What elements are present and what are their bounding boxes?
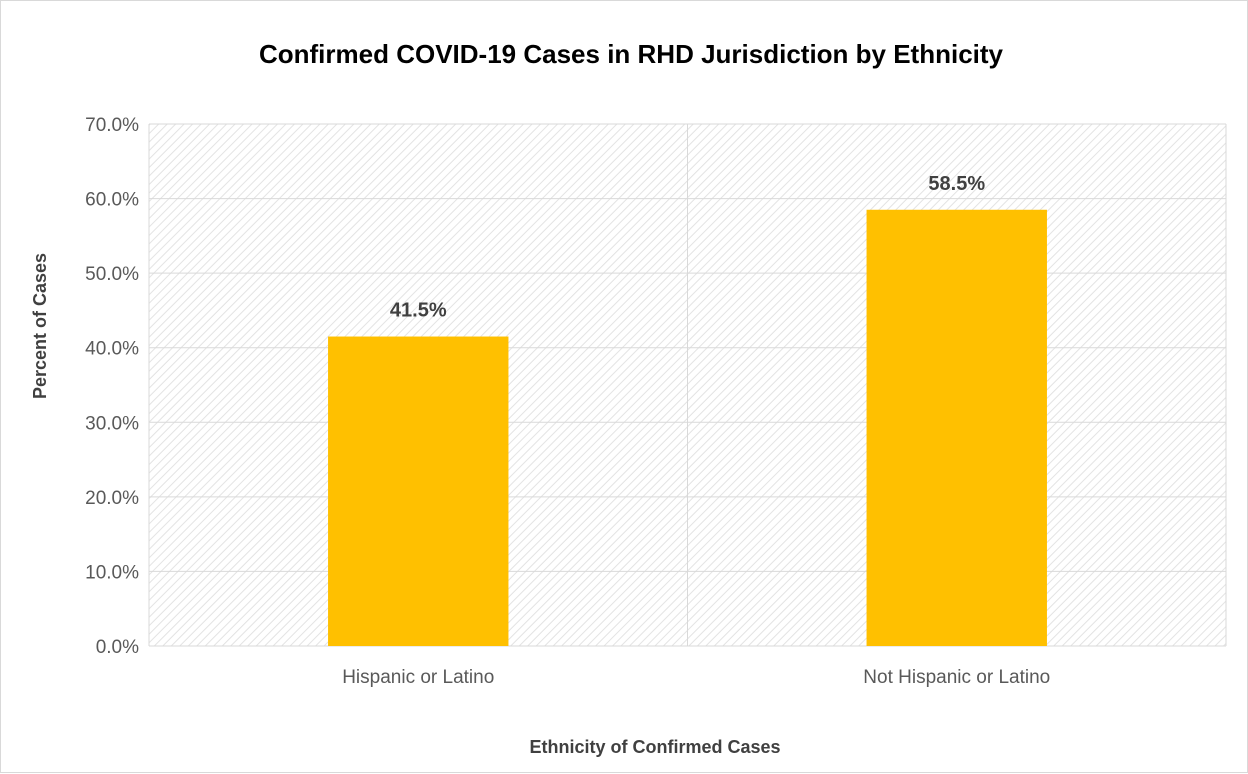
y-tick-label: 40.0% <box>85 339 139 360</box>
chart-title: Confirmed COVID-19 Cases in RHD Jurisdic… <box>259 39 1004 69</box>
bar <box>328 336 509 646</box>
x-tick-label: Hispanic or Latino <box>342 667 494 688</box>
bars <box>328 209 1047 646</box>
x-axis-title: Ethnicity of Confirmed Cases <box>529 737 780 757</box>
y-tick-label: 20.0% <box>85 488 139 509</box>
y-tick-label: 50.0% <box>85 264 139 285</box>
x-tick-label: Not Hispanic or Latino <box>863 667 1050 688</box>
y-axis-ticks: 0.0% 10.0% 20.0% 30.0% 40.0% 50.0% 60.0% 70.0% <box>85 115 139 658</box>
bar-value-label: 58.5% <box>928 173 985 195</box>
x-axis-ticks: Hispanic or Latino Not Hispanic or Latino <box>342 667 1050 688</box>
y-tick-label: 70.0% <box>85 115 139 136</box>
y-tick-label: 30.0% <box>85 413 139 434</box>
y-axis-title: Percent of Cases <box>30 253 50 399</box>
data-labels: 41.5% 58.5% <box>390 173 985 322</box>
y-tick-label: 60.0% <box>85 190 139 211</box>
bar <box>866 209 1047 646</box>
bar-value-label: 41.5% <box>390 300 447 322</box>
y-tick-label: 10.0% <box>85 562 139 583</box>
y-tick-label: 0.0% <box>96 637 139 658</box>
